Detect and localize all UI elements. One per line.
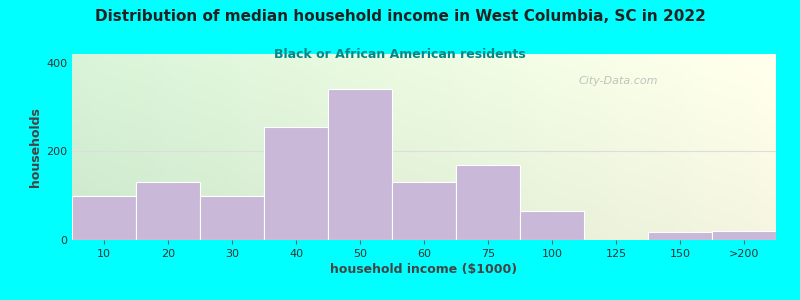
Bar	[200, 196, 264, 240]
X-axis label: household income ($1000): household income ($1000)	[330, 263, 518, 276]
Text: Distribution of median household income in West Columbia, SC in 2022: Distribution of median household income …	[94, 9, 706, 24]
Bar	[648, 232, 712, 240]
Bar	[264, 127, 328, 240]
Bar	[456, 165, 520, 240]
Text: Black or African American residents: Black or African American residents	[274, 48, 526, 61]
Text: City-Data.com: City-Data.com	[579, 76, 658, 86]
Bar	[136, 182, 200, 240]
Bar	[328, 89, 392, 240]
Bar	[72, 196, 136, 240]
Bar	[520, 211, 584, 240]
Bar	[712, 231, 776, 240]
Y-axis label: households: households	[29, 107, 42, 187]
Bar	[392, 182, 456, 240]
